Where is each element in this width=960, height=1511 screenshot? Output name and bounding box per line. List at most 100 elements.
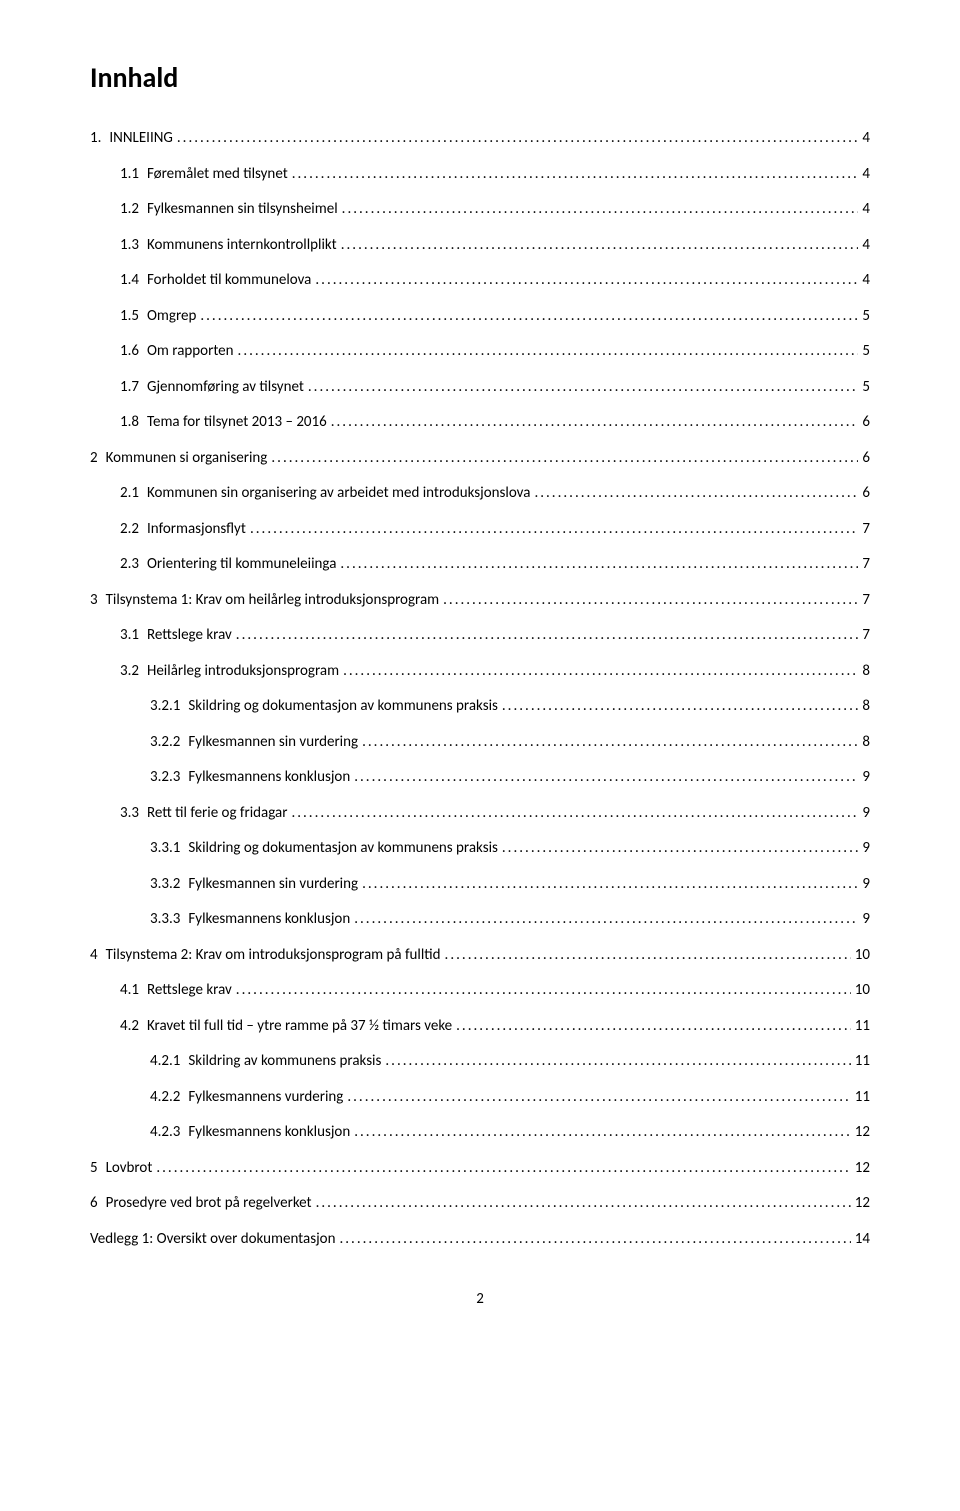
toc-leader-dots [452, 1015, 851, 1038]
toc-entry[interactable]: Vedlegg 1: Oversikt over dokumentasjon14 [90, 1228, 870, 1251]
toc-leader-dots [350, 1121, 851, 1144]
toc-entry-label: Heilårleg introduksjonsprogram [147, 660, 339, 683]
toc-entry-page: 7 [858, 589, 870, 612]
toc-entry[interactable]: 3.2.1Skildring og dokumentasjon av kommu… [90, 695, 870, 718]
toc-entry[interactable]: 1.INNLEIING4 [90, 127, 870, 150]
toc-entry[interactable]: 3.3Rett til ferie og fridagar9 [90, 802, 870, 825]
toc-entry-label: Fylkesmannen sin vurdering [188, 731, 358, 754]
toc-entry[interactable]: 4.2.1Skildring av kommunens praksis 11 [90, 1050, 870, 1073]
toc-entry-number: 1. [90, 127, 109, 150]
toc-entry-number: 4.2.1 [150, 1050, 188, 1073]
toc-entry[interactable]: 3.2.3Fylkesmannens konklusjon9 [90, 766, 870, 789]
toc-entry-number: 1.7 [120, 376, 147, 399]
toc-entry-label: Informasjonsflyt [147, 518, 246, 541]
toc-entry[interactable]: 1.4Forholdet til kommunelova4 [90, 269, 870, 292]
toc-entry-page: 4 [858, 163, 870, 186]
toc-entry-label: Om rapporten [147, 340, 234, 363]
toc-entry[interactable]: 1.2Fylkesmannen sin tilsynsheimel4 [90, 198, 870, 221]
toc-entry[interactable]: 2.2Informasjonsflyt7 [90, 518, 870, 541]
toc-leader-dots [441, 944, 851, 967]
toc-entry-page: 10 [851, 979, 870, 1002]
toc-entry-number: 3.2.1 [150, 695, 188, 718]
toc-entry-label: Skildring og dokumentasjon av kommunens … [188, 837, 498, 860]
toc-entry-number: 3.2 [120, 660, 147, 683]
toc-entry-page: 5 [858, 376, 870, 399]
toc-entry-label: Forholdet til kommunelova [147, 269, 311, 292]
toc-entry[interactable]: 2Kommunen si organisering6 [90, 447, 870, 470]
toc-entry[interactable]: 1.5Omgrep5 [90, 305, 870, 328]
toc-entry[interactable]: 3.3.3Fylkesmannens konklusjon9 [90, 908, 870, 931]
toc-entry-label: Kommunens internkontrollplikt [147, 234, 337, 257]
toc-entry-label: Fylkesmannen sin tilsynsheimel [147, 198, 338, 221]
toc-entry-label: Orientering til kommuneleiinga [147, 553, 336, 576]
toc-entry[interactable]: 1.7Gjennomføring av tilsynet 5 [90, 376, 870, 399]
toc-entry[interactable]: 4Tilsynstema 2: Krav om introduksjonspro… [90, 944, 870, 967]
toc-entry-number: 3.3.1 [150, 837, 188, 860]
toc-entry-number: 4.2 [120, 1015, 147, 1038]
toc-leader-dots [312, 1192, 851, 1215]
toc-leader-dots [338, 198, 859, 221]
toc-entry[interactable]: 1.3Kommunens internkontrollplikt4 [90, 234, 870, 257]
table-of-contents: 1.INNLEIING41.1Føremålet med tilsynet41.… [90, 127, 870, 1250]
toc-leader-dots [358, 873, 858, 896]
toc-entry-label: Tilsynstema 1: Krav om heilårleg introdu… [106, 589, 440, 612]
toc-leader-dots [337, 234, 859, 257]
toc-entry-page: 12 [851, 1157, 870, 1180]
toc-entry[interactable]: 4.2Kravet til full tid – ytre ramme på 3… [90, 1015, 870, 1038]
page-title: Innhald [90, 60, 870, 95]
toc-entry-page: 8 [858, 660, 870, 683]
toc-entry-number: 3.3.2 [150, 873, 188, 896]
toc-entry-number: 1.6 [120, 340, 147, 363]
toc-entry-label: Fylkesmannens vurdering [188, 1086, 343, 1109]
toc-entry-page: 5 [858, 340, 870, 363]
toc-entry[interactable]: 2.3Orientering til kommuneleiinga7 [90, 553, 870, 576]
toc-leader-dots [267, 447, 858, 470]
toc-entry[interactable]: 4.2.3Fylkesmannens konklusjon12 [90, 1121, 870, 1144]
toc-leader-dots [232, 624, 859, 647]
toc-entry-number: 6 [90, 1192, 106, 1215]
toc-entry-label: Gjennomføring av tilsynet [147, 376, 304, 399]
toc-entry-number: 3.2.2 [150, 731, 188, 754]
toc-entry-label: Fylkesmannens konklusjon [188, 1121, 350, 1144]
toc-entry[interactable]: 1.8Tema for tilsynet 2013 – 20166 [90, 411, 870, 434]
toc-entry-number: 2 [90, 447, 106, 470]
toc-entry-page: 12 [851, 1192, 870, 1215]
toc-leader-dots [196, 305, 858, 328]
toc-entry[interactable]: 2.1Kommunen sin organisering av arbeidet… [90, 482, 870, 505]
toc-entry-label: Føremålet med tilsynet [147, 163, 288, 186]
toc-entry[interactable]: 3.2Heilårleg introduksjonsprogram 8 [90, 660, 870, 683]
toc-entry[interactable]: 5Lovbrot12 [90, 1157, 870, 1180]
toc-entry-page: 9 [858, 837, 870, 860]
toc-entry[interactable]: 6Prosedyre ved brot på regelverket12 [90, 1192, 870, 1215]
toc-entry[interactable]: 3.3.1Skildring og dokumentasjon av kommu… [90, 837, 870, 860]
toc-entry[interactable]: 4.2.2Fylkesmannens vurdering11 [90, 1086, 870, 1109]
toc-entry-page: 9 [858, 802, 870, 825]
toc-entry[interactable]: 3.1Rettslege krav7 [90, 624, 870, 647]
toc-entry-page: 6 [858, 447, 870, 470]
toc-entry[interactable]: 4.1Rettslege krav10 [90, 979, 870, 1002]
toc-entry-label: Omgrep [147, 305, 196, 328]
toc-entry[interactable]: 1.1Føremålet med tilsynet4 [90, 163, 870, 186]
toc-leader-dots [173, 127, 859, 150]
toc-entry-label: Skildring av kommunens praksis [188, 1050, 381, 1073]
toc-entry-number: 1.3 [120, 234, 147, 257]
toc-entry-page: 4 [858, 198, 870, 221]
toc-entry-label: Fylkesmannens konklusjon [188, 908, 350, 931]
toc-entry-page: 12 [851, 1121, 870, 1144]
toc-leader-dots [335, 1228, 850, 1251]
toc-entry-page: 8 [858, 695, 870, 718]
toc-entry[interactable]: 3.3.2Fylkesmannen sin vurdering9 [90, 873, 870, 896]
toc-entry-number: 2.1 [120, 482, 147, 505]
toc-leader-dots [439, 589, 858, 612]
toc-entry[interactable]: 1.6Om rapporten 5 [90, 340, 870, 363]
toc-entry-page: 11 [851, 1050, 870, 1073]
toc-entry-number: 3.1 [120, 624, 147, 647]
toc-leader-dots [530, 482, 858, 505]
toc-entry-number: 5 [90, 1157, 106, 1180]
toc-leader-dots [498, 837, 859, 860]
toc-entry[interactable]: 3.2.2Fylkesmannen sin vurdering8 [90, 731, 870, 754]
toc-entry[interactable]: 3Tilsynstema 1: Krav om heilårleg introd… [90, 589, 870, 612]
toc-entry-label: Rettslege krav [147, 624, 232, 647]
toc-entry-label: Kravet til full tid – ytre ramme på 37 ½… [147, 1015, 452, 1038]
toc-leader-dots [327, 411, 859, 434]
